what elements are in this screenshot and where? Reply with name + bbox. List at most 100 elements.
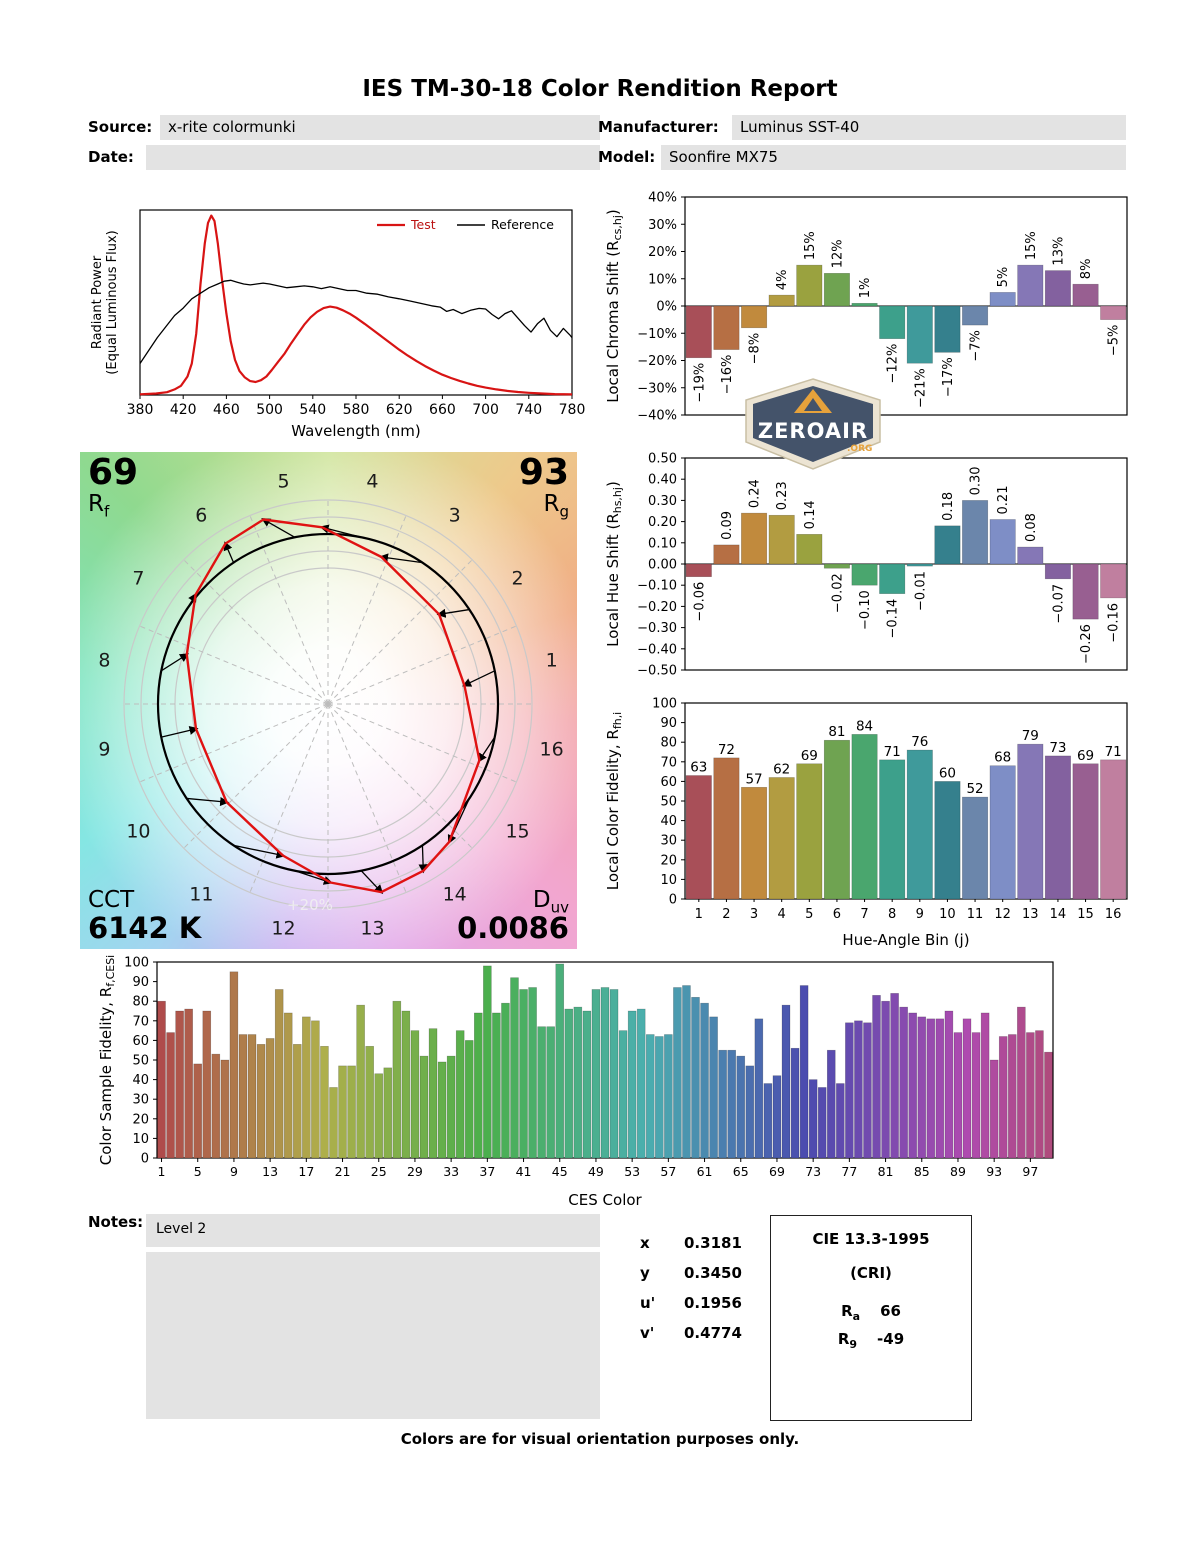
- ces-fidelity-bar: [673, 987, 682, 1159]
- ces-fidelity-bar: [383, 1067, 393, 1159]
- ces-fidelity-bar: [184, 1008, 193, 1159]
- local-fidelity-bar: [1100, 759, 1127, 900]
- ces-fidelity-bar: [854, 1020, 863, 1159]
- ces-fidelity-bar: [962, 1018, 972, 1159]
- bar-value-label: −0.10: [858, 590, 873, 630]
- rf-label: Rf: [88, 490, 110, 521]
- x-tick-label: 660: [429, 402, 456, 418]
- bar-value-label: 63: [690, 760, 707, 776]
- ces-fidelity-bar: [763, 1083, 773, 1159]
- ces-fidelity-bar: [754, 1018, 764, 1159]
- shift-arrow: [186, 797, 230, 807]
- y-tick-label: 20: [660, 853, 677, 868]
- ces-fidelity-bar: [293, 1044, 302, 1159]
- ces-fidelity-bar: [872, 995, 881, 1159]
- ces-fidelity-bar: [347, 1065, 356, 1159]
- y-tick-label: −10%: [637, 327, 677, 342]
- x-tick-label: 33: [443, 1164, 459, 1179]
- y-tick-label: 0%: [656, 300, 677, 315]
- ces-fidelity-bar: [609, 989, 619, 1159]
- ces-fidelity-bar: [573, 1006, 583, 1159]
- guide-line: [249, 703, 329, 893]
- y-tick-label: 10: [660, 873, 677, 888]
- bar-value-label: −0.07: [1051, 584, 1066, 624]
- ces-fidelity-bar: [691, 996, 700, 1159]
- local-fidelity-bar: [741, 786, 768, 900]
- guide-line: [327, 703, 517, 783]
- ring-percent-label: +20%: [287, 896, 333, 914]
- ces-fidelity-bar: [989, 1059, 999, 1159]
- chroma-shift-bar: [741, 305, 768, 329]
- bar-value-label: 73: [1049, 740, 1066, 756]
- local-fidelity-bar: [1072, 763, 1099, 900]
- ces-fidelity-bar: [329, 1087, 338, 1159]
- ces-fidelity-bar: [808, 1079, 818, 1159]
- ces-fidelity-bar: [817, 1087, 827, 1159]
- hue-shift-bar: [713, 544, 740, 565]
- x-tick-label: 380: [127, 402, 154, 418]
- ces-fidelity-bar: [455, 1030, 465, 1159]
- bar-value-label: −12%: [886, 344, 901, 384]
- ces-fidelity-bar: [320, 1045, 329, 1159]
- x-tick-label: 620: [386, 402, 413, 418]
- ces-fidelity-svg: 0 10 20 30 40 50 60 70 80 90 100 1 5 9 13 17 21 25 29 33 37 4…: [97, 955, 1054, 1209]
- hue-shift-bar: [1017, 546, 1044, 565]
- ces-fidelity-bar: [971, 1032, 981, 1159]
- ces-fidelity-bar: [302, 1016, 311, 1159]
- local-fidelity-bar: [796, 763, 823, 900]
- y-tick-label: −20%: [637, 354, 677, 369]
- x-tick-label: 97: [1022, 1164, 1038, 1179]
- ces-fidelity-bar: [736, 1055, 746, 1159]
- hue-bin-number: 15: [505, 821, 529, 843]
- guide-line: [327, 559, 473, 705]
- ces-fidelity-bar: [419, 1055, 429, 1159]
- y-tick-label: 30: [660, 834, 677, 849]
- spectral-power-chart: 380 420 460 500 540 580 620 660 700 740 780 Wavelen…: [85, 192, 585, 447]
- x-tick-label: 6: [833, 907, 841, 922]
- bar-value-label: −5%: [1107, 325, 1122, 357]
- hue-bin-number: 16: [540, 738, 564, 760]
- chromaticity-row: x 0.3181: [640, 1234, 742, 1252]
- source-field: x-rite colormunki: [160, 115, 600, 140]
- guide-line: [139, 703, 329, 783]
- cri-ra-row: Ra 66: [841, 1302, 901, 1323]
- x-axis-label: Hue-Angle Bin (j): [842, 931, 969, 949]
- chroma-shift-bar: [962, 305, 989, 326]
- ces-fidelity-bar: [935, 1018, 945, 1159]
- bar-value-label: −0.26: [1079, 624, 1094, 664]
- y-tick-label: 10%: [648, 272, 677, 287]
- y-tick-label: 90: [132, 975, 149, 990]
- y-tick-label: 40: [132, 1073, 149, 1088]
- hue-shift-bar: [989, 519, 1016, 565]
- bar-value-label: 13%: [1051, 237, 1066, 266]
- x-tick-label: 49: [588, 1164, 604, 1179]
- ces-fidelity-bar: [437, 1061, 447, 1159]
- ces-fidelity-bar: [591, 989, 601, 1159]
- ces-fidelity-bar: [709, 1016, 718, 1159]
- y-axis-label: (Equal Luminous Flux): [105, 230, 120, 374]
- rf-value: 69: [88, 452, 139, 493]
- bar-value-label: −0.02: [830, 573, 845, 613]
- rf-block: 69 Rf: [88, 452, 139, 521]
- manufacturer-field: Luminus SST-40: [732, 115, 1126, 140]
- y-tick-label: 40: [660, 814, 677, 829]
- x-tick-label: 57: [660, 1164, 676, 1179]
- x-tick-label: 37: [479, 1164, 495, 1179]
- x-tick-label: 11: [967, 907, 984, 922]
- bar-value-label: 0.08: [1024, 513, 1039, 542]
- model-field: Soonfire MX75: [661, 145, 1126, 170]
- duv-value: 0.0086: [457, 910, 569, 945]
- ces-fidelity-bar: [501, 1002, 510, 1159]
- watermark-name: ZEROAIR: [758, 419, 868, 443]
- ces-fidelity-bar: [428, 1028, 438, 1159]
- y-tick-label: 0.10: [648, 536, 677, 551]
- ces-fidelity-bar: [582, 1010, 592, 1159]
- hue-shift-bar: [685, 563, 712, 578]
- chroma-shift-bar: [823, 273, 850, 307]
- ces-fidelity-bar: [220, 1059, 230, 1159]
- zeroair-badge: ZEROAIR .ORG: [745, 378, 881, 470]
- ces-fidelity-bar: [998, 1036, 1008, 1159]
- shift-arrow: [261, 518, 296, 538]
- guide-circle: [123, 499, 533, 909]
